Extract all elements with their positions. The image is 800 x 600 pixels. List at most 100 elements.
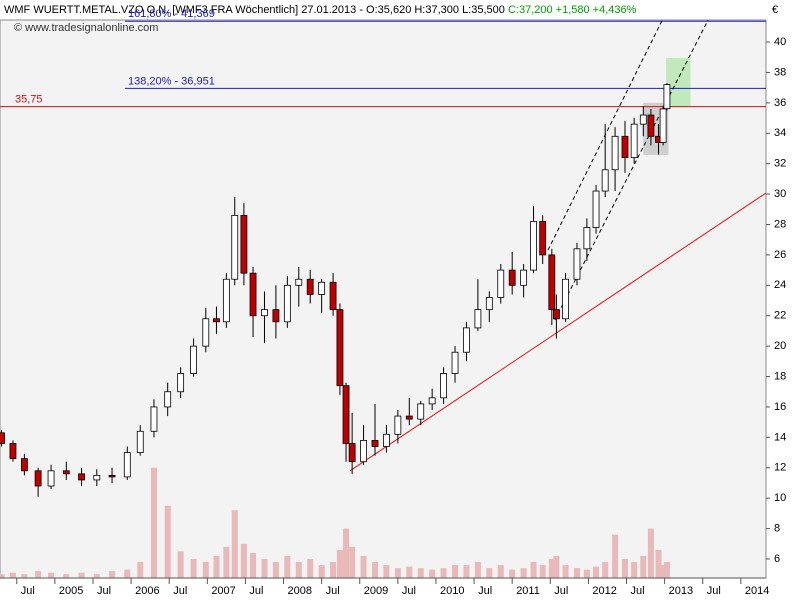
trend-line <box>554 20 709 321</box>
candle-body <box>108 474 116 478</box>
candle-body <box>371 440 379 447</box>
y-tick-label: 40 <box>774 36 786 48</box>
volume-bar <box>137 562 144 578</box>
volume-bar <box>63 574 70 578</box>
volume-bar <box>295 562 302 578</box>
x-tick-label: Jul <box>249 585 263 597</box>
volume-bar <box>150 467 157 578</box>
candle-body <box>583 227 591 250</box>
volume-bar <box>250 552 257 578</box>
volume-bar <box>539 565 546 578</box>
candle-body <box>136 430 144 453</box>
candle-body <box>621 135 629 158</box>
volume-bar <box>417 568 424 578</box>
volume-bar <box>660 565 667 578</box>
candle-body <box>231 214 239 280</box>
candle-body <box>306 278 314 295</box>
volume-bar <box>223 546 230 578</box>
level-label: 138,20% - 36,951 <box>128 75 215 87</box>
y-tick-label: 34 <box>774 127 786 139</box>
volume-bar <box>330 562 337 578</box>
candle-body <box>383 433 390 447</box>
y-tick-label: 22 <box>774 310 786 322</box>
x-tick-label: Jul <box>478 585 492 597</box>
candle-body <box>463 327 470 353</box>
candle-body <box>562 278 569 320</box>
y-tick-label: 24 <box>774 279 786 291</box>
candle-body <box>20 458 28 472</box>
trend-line <box>349 192 766 472</box>
candle-body <box>342 385 350 444</box>
y-tick-label: 26 <box>774 249 786 261</box>
candle-body <box>573 248 581 280</box>
candle-body <box>222 278 230 323</box>
y-tick-label: 14 <box>774 431 786 443</box>
volume-bar <box>35 571 42 578</box>
candle-body <box>78 473 85 481</box>
volume-bar <box>497 565 504 578</box>
candle-body <box>190 345 197 374</box>
x-tick-label: 2014 <box>745 585 769 597</box>
candle-body <box>47 470 55 487</box>
candle-body <box>611 135 619 171</box>
candle-body <box>530 221 537 271</box>
volume-bar <box>261 558 268 578</box>
x-tick-label: Jul <box>97 585 111 597</box>
x-tick-label: Jul <box>21 585 35 597</box>
x-tick-label: 2007 <box>211 585 235 597</box>
volume-bar <box>349 546 356 578</box>
x-tick-label: 2008 <box>288 585 312 597</box>
volume-bar <box>562 565 569 578</box>
volume-bar <box>343 528 350 578</box>
volume-bar <box>307 558 314 578</box>
candle-body <box>0 432 5 444</box>
candle-body <box>630 123 638 158</box>
volume-bar <box>284 555 291 578</box>
volume-bar <box>394 568 401 578</box>
x-tick-label: 2011 <box>516 585 540 597</box>
candle-body <box>329 281 337 311</box>
volume-bar <box>21 574 28 578</box>
y-tick-label: 20 <box>774 340 786 352</box>
candle-body <box>336 309 344 387</box>
volume-bar <box>383 565 390 578</box>
candle-body <box>318 281 326 295</box>
volume-bar <box>440 568 447 578</box>
candle-body <box>62 470 70 475</box>
header: WMF WUERTT.METAL.VZO O.N. [WMF3 FRA Wöch… <box>4 4 637 16</box>
volume-bar <box>202 562 209 578</box>
candle-body <box>508 269 516 286</box>
candle-body <box>164 391 172 408</box>
volume-bar <box>663 562 670 578</box>
candle-body <box>34 470 42 487</box>
y-tick-label: 6 <box>774 553 780 565</box>
y-tick-label: 12 <box>774 462 786 474</box>
volume-bar <box>231 510 238 578</box>
candle-body <box>295 278 303 286</box>
candle-body <box>261 309 268 317</box>
x-tick-label: 2012 <box>592 585 616 597</box>
candle-body <box>601 169 609 192</box>
x-tick-label: 2009 <box>364 585 388 597</box>
volume-bar <box>240 543 247 578</box>
candle-body <box>213 318 220 323</box>
y-tick-label: 8 <box>774 522 780 534</box>
volume-bar <box>520 568 527 578</box>
candle-body <box>272 309 280 323</box>
volume-bar <box>486 568 493 578</box>
volume-bar <box>530 562 537 578</box>
volume-bar <box>583 569 590 578</box>
candle-body <box>348 443 356 463</box>
y-unit: € <box>772 4 778 16</box>
volume-layer <box>0 467 670 578</box>
candle-body <box>497 269 505 298</box>
volume-bar <box>593 566 600 578</box>
volume-bar <box>631 562 638 578</box>
y-tick-label: 18 <box>774 370 786 382</box>
volume-bar <box>612 534 619 578</box>
volume-bar <box>509 569 516 578</box>
candle-body <box>93 474 101 481</box>
candle-body <box>405 415 413 420</box>
